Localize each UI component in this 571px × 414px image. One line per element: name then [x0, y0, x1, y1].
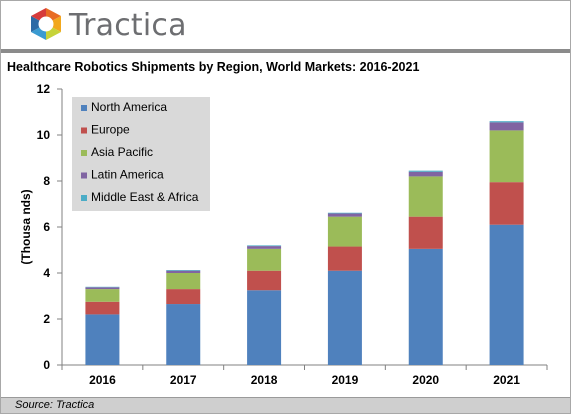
y-tick-label: 10	[37, 128, 51, 142]
bar-segment-latin-america	[408, 171, 443, 177]
legend-swatch	[81, 195, 87, 201]
x-tick-label: 2019	[332, 373, 359, 387]
y-axis-title: (Thousa nds)	[19, 189, 33, 264]
bar-segment-middle-east-africa	[327, 212, 362, 214]
x-tick-label: 2021	[493, 373, 520, 387]
bar-segment-europe	[85, 301, 120, 315]
bar-segment-asia-pacific	[85, 289, 120, 302]
bar-segment-asia-pacific	[327, 216, 362, 247]
bar-segment-europe	[166, 289, 201, 305]
bar-segment-middle-east-africa	[408, 170, 443, 172]
y-tick-label: 8	[43, 174, 50, 188]
x-tick-label: 2018	[251, 373, 278, 387]
y-tick-label: 0	[43, 358, 50, 372]
bar-segment-europe	[247, 270, 282, 291]
bar-segment-latin-america	[166, 270, 201, 273]
brand-name: Tractica	[69, 8, 187, 43]
bar-segment-asia-pacific	[247, 248, 282, 271]
x-tick-label: 2017	[170, 373, 197, 387]
legend-label: Latin America	[91, 168, 164, 182]
x-tick-label: 2020	[412, 373, 439, 387]
y-tick-label: 2	[43, 312, 50, 326]
stacked-bar-chart: 0 2 4 6 8 10 12 (Thousa nds) 2016 2017 2018 2019 202…	[19, 82, 548, 387]
bar-segment-europe	[408, 216, 443, 249]
source-bar: Source: Tractica	[1, 397, 570, 413]
x-tick-label: 2016	[89, 373, 116, 387]
bar-segment-europe	[489, 182, 524, 225]
y-tick-label: 12	[37, 82, 51, 96]
bar-segment-latin-america	[85, 287, 120, 290]
bar-segment-north-america	[247, 290, 282, 365]
chart-title: Healthcare Robotics Shipments by Region,…	[7, 60, 420, 74]
bar-segment-north-america	[85, 314, 120, 365]
bar-segment-middle-east-africa	[166, 270, 201, 271]
legend-box	[72, 97, 210, 211]
header: Tractica	[1, 1, 570, 49]
legend-label: North America	[91, 100, 167, 114]
bar-segment-asia-pacific	[489, 130, 524, 183]
tractica-logo-icon	[31, 8, 61, 40]
bar-segment-north-america	[327, 270, 362, 365]
legend-swatch	[81, 150, 87, 156]
bar-segment-north-america	[166, 304, 201, 365]
source-text: Source: Tractica	[15, 399, 95, 411]
bar-segment-europe	[327, 246, 362, 271]
legend-label: Middle East & Africa	[91, 190, 199, 204]
y-tick-label: 6	[43, 220, 50, 234]
bar-segment-asia-pacific	[408, 176, 443, 217]
legend-label: Asia Pacific	[91, 145, 153, 159]
legend-label: Europe	[91, 123, 130, 137]
bar-segment-north-america	[408, 248, 443, 365]
bar-segment-north-america	[489, 224, 524, 365]
bar-segment-latin-america	[247, 246, 282, 249]
bar-segment-latin-america	[327, 213, 362, 217]
legend-swatch	[81, 172, 87, 179]
bar-segment-latin-america	[489, 122, 524, 131]
legend-swatch	[81, 127, 87, 134]
bar-segment-middle-east-africa	[247, 245, 282, 247]
header-rule	[1, 49, 570, 53]
bar-segment-middle-east-africa	[489, 121, 524, 123]
legend-swatch	[81, 105, 87, 111]
y-tick-label: 4	[43, 266, 50, 280]
bar-segment-asia-pacific	[166, 273, 201, 290]
